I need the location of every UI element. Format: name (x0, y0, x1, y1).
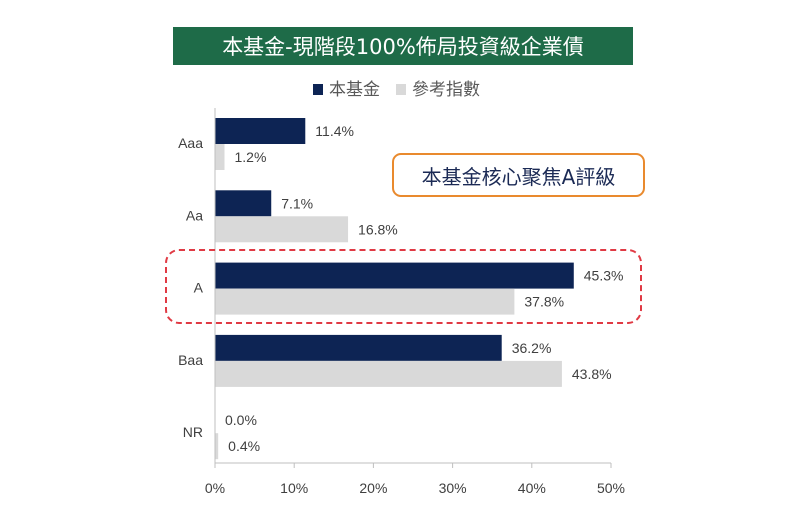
legend-label-2: 參考指數 (412, 80, 480, 100)
data-label-index-aaa: 1.2% (235, 149, 267, 165)
x-tick-label-1: 10% (280, 480, 308, 496)
bar-index-a (215, 288, 515, 315)
legend-swatch-2 (396, 84, 406, 95)
annotation-callout: 本基金核心聚焦A評級 (392, 153, 645, 197)
bar-fund-baa (215, 334, 502, 361)
category-label-baa: Baa (178, 352, 203, 368)
bar-index-aaa (215, 144, 225, 170)
category-label-aaa: Aaa (178, 135, 203, 151)
bar-index-aa (215, 216, 349, 243)
bar-index-baa (215, 360, 562, 387)
bar-fund-aa (215, 190, 272, 217)
bar-fund-a (215, 262, 574, 289)
category-label-a: A (194, 280, 204, 296)
bar-index-nr (215, 433, 219, 460)
legend-label-1: 本基金 (329, 80, 380, 100)
x-tick-label-2: 20% (359, 480, 387, 496)
x-tick-label-0: 0% (205, 480, 225, 496)
bar-fund-aaa (215, 118, 306, 144)
x-tick-label-5: 50% (597, 480, 625, 496)
data-label-index-nr: 0.4% (228, 438, 260, 454)
legend-swatch-1 (313, 84, 323, 95)
data-label-index-baa: 43.8% (572, 366, 612, 382)
category-label-aa: Aa (186, 207, 203, 223)
data-label-fund-aa: 7.1% (281, 195, 313, 211)
data-label-index-a: 37.8% (524, 294, 564, 310)
data-label-fund-aaa: 11.4% (315, 123, 354, 139)
data-label-fund-a: 45.3% (584, 268, 624, 284)
highlight-box-a (165, 249, 642, 324)
category-label-nr: NR (183, 424, 203, 440)
data-label-fund-baa: 36.2% (512, 340, 552, 356)
data-label-index-aa: 16.8% (358, 221, 398, 237)
data-label-fund-nr: 0.0% (225, 412, 257, 428)
x-tick-label-3: 30% (439, 480, 467, 496)
chart-title: 本基金-現階段100%佈局投資級企業債 (173, 27, 633, 65)
x-tick-label-4: 40% (518, 480, 546, 496)
